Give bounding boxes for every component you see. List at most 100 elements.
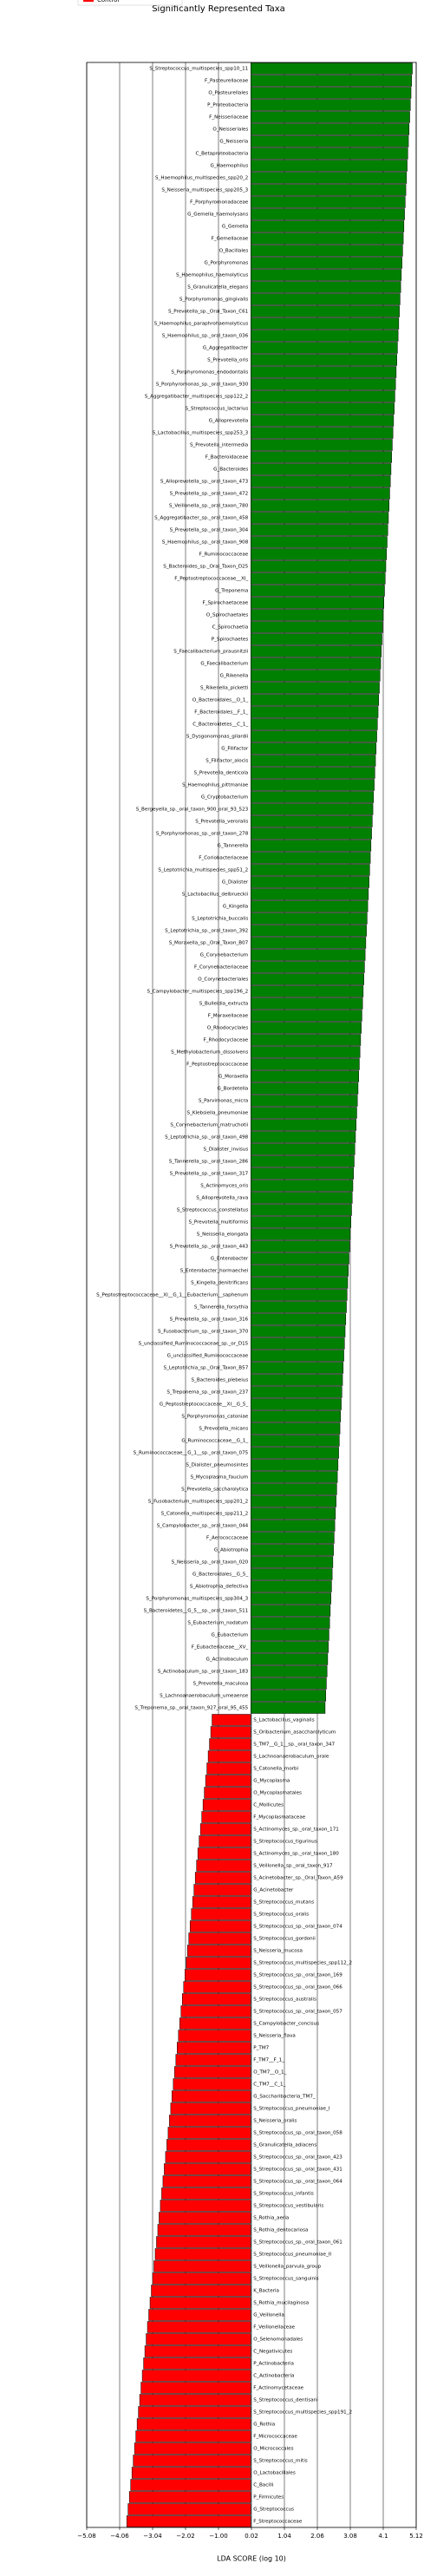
bar	[251, 1410, 342, 1422]
bar-label: S_Bacteroidetes__G_5__sp._oral_taxon_511	[144, 1609, 249, 1614]
bar-label: F_Micrococcaceae	[253, 2435, 297, 2440]
bar	[251, 670, 381, 682]
bar	[251, 1228, 351, 1240]
bar-label: F_Peptostreptococcaceae	[186, 1062, 249, 1068]
bar-label: S_Dysgonomonas_gilardii	[186, 735, 249, 740]
bar-label: F_Peptostreptococcaceae__XI_	[174, 577, 248, 582]
bar	[251, 1544, 334, 1556]
bar	[202, 1799, 251, 1811]
bar	[251, 718, 378, 730]
bar	[199, 1823, 251, 1835]
bar-label: S_Prevotella_sp._oral_taxon_317	[170, 1172, 249, 1177]
bar	[251, 1362, 344, 1374]
bar-label: O_Mycoplasmatales	[253, 1791, 302, 1796]
bar	[154, 2248, 251, 2260]
bar-label: S_Prevotella_denticola	[194, 771, 249, 776]
bar	[180, 2005, 251, 2017]
bar	[251, 1192, 353, 1204]
bar-label: S_Moraxella_sp._Oral_Taxon_B07	[169, 941, 249, 946]
bar	[170, 2102, 251, 2115]
bar-label: C_Mollicutes	[253, 1803, 284, 1808]
bar	[251, 949, 366, 961]
bar-label: O_Rhodocyclales	[207, 1026, 248, 1031]
bar-label: G_Abiotrophia	[214, 1548, 248, 1553]
bar	[251, 742, 377, 755]
bar-label: F_Actinomycetaceae	[253, 2386, 303, 2391]
bar	[251, 487, 390, 500]
bar-label: G_Eubacterium	[212, 1633, 249, 1638]
bar-label: S_Streptococcus_sp._oral_taxon_431	[253, 2167, 342, 2173]
bar	[251, 1119, 356, 1131]
bar-label: G_Rikenella	[220, 674, 249, 679]
legend-swatch	[83, 0, 94, 2]
bar-label: S_Alloprevotella_sp._oral_taxon_473	[160, 480, 249, 485]
bar-label: S_Tannerella_forsythia	[194, 1305, 248, 1311]
x-tick-label: 0.02	[245, 2533, 258, 2540]
bar	[251, 415, 395, 427]
bar-label: O_TM7__O_1_	[253, 2070, 286, 2076]
bar	[251, 1010, 362, 1022]
bar	[136, 2418, 251, 2430]
bar-label: F_Bacteroidaceae	[205, 455, 249, 461]
bar-label: S_Porphyromonas_multispecies_spp304_3	[146, 1597, 248, 1602]
bar	[127, 2503, 251, 2515]
bar-label: S_Prevotella_saccharolytica	[181, 1487, 248, 1493]
bar	[251, 560, 387, 572]
bar-label: G_Gemella	[222, 225, 248, 230]
bar-label: F_Veillonellaceae	[253, 2325, 295, 2331]
bar	[194, 1872, 251, 1884]
bar	[128, 2491, 251, 2503]
bar	[251, 390, 395, 402]
bar-label: S_Kingella_denitrificans	[191, 1281, 248, 1286]
bar-label: S_Rothia_aeria	[253, 2216, 289, 2221]
bar	[161, 2187, 251, 2200]
bar	[133, 2455, 251, 2467]
bar-label: G_Bacteroides	[213, 467, 248, 473]
bar-label: S_Bacteroides_sp._Oral_Taxon_D25	[163, 565, 248, 570]
bar	[251, 1058, 360, 1070]
x-tick-label: −1.00	[209, 2533, 227, 2540]
bar-label: S_Streptococcus_sp._oral_taxon_074	[253, 1925, 342, 1930]
bar	[251, 1702, 326, 1714]
bar	[251, 62, 413, 75]
bar-label: S_Faecalibacterium_prausnitzii	[173, 650, 248, 655]
bar	[251, 1568, 333, 1580]
bar	[169, 2115, 251, 2127]
bar-label: G_Neisseria	[219, 140, 248, 145]
bar	[251, 123, 410, 135]
bar	[251, 1507, 336, 1520]
bar	[130, 2479, 251, 2491]
bar	[251, 621, 383, 633]
bar	[251, 572, 386, 585]
bar	[251, 1653, 329, 1665]
bar-label: S_Streptococcus_sp._oral_taxon_169	[253, 1973, 342, 1978]
bar-label: S_Streptococcus_sp._oral_taxon_066	[253, 1985, 342, 1991]
bar-label: S_Streptococcus_infantis	[253, 2192, 314, 2197]
bar-label: P_Spirochaetes	[212, 637, 249, 643]
bar-label: G_Faecalibacterium	[200, 662, 248, 667]
bar	[152, 2272, 251, 2285]
bar	[251, 585, 385, 597]
bar	[251, 1447, 339, 1459]
bar	[251, 147, 408, 160]
bar-label: S_Filifactor_alocis	[205, 759, 248, 764]
bar	[251, 1520, 336, 1532]
bar-label: G_Rothia	[253, 2422, 275, 2428]
bar	[251, 767, 375, 779]
bar	[251, 779, 375, 791]
bar-label: S_Leptotrichia_sp._Oral_Taxon_B57	[164, 1366, 249, 1371]
bar-label: C_Actinobacteria	[253, 2374, 294, 2379]
bar-label: S_Streptococcus_constellatus	[177, 1208, 249, 1213]
bar	[156, 2236, 251, 2248]
bar-label: S_Streptococcus_mitis	[253, 2459, 308, 2464]
bar-label: G_Cryptobacterium	[201, 795, 248, 801]
bar-label: S_Porphyromonas_gingivalis	[179, 297, 248, 303]
bar	[251, 706, 379, 718]
bar	[251, 1022, 362, 1034]
bar-label: S_Porphyromonas_sp._oral_taxon_278	[156, 832, 249, 837]
bar	[251, 1422, 341, 1435]
bar-label: F_Ruminococcaceae	[199, 552, 249, 558]
bar-label: O_Lactobacillales	[253, 2471, 296, 2476]
bar	[251, 1155, 355, 1167]
bar	[251, 87, 412, 99]
